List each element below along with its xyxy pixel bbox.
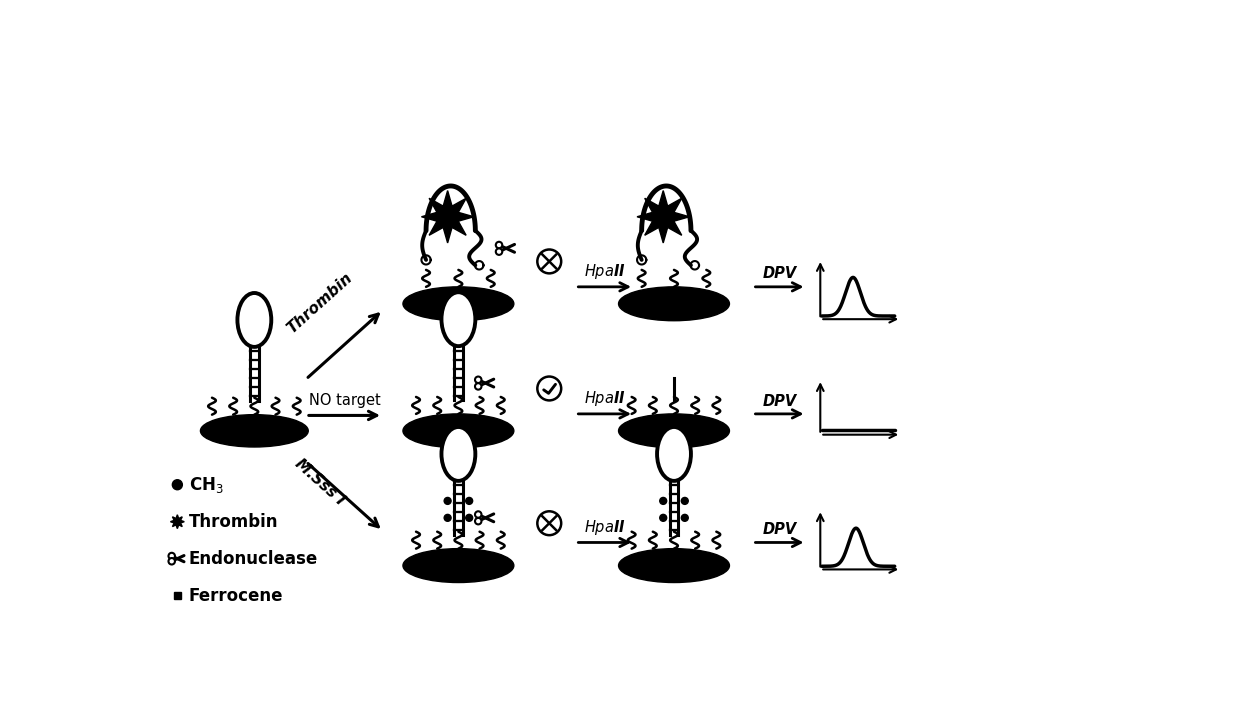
Circle shape [537, 511, 562, 535]
Text: DPV: DPV [763, 393, 796, 409]
Ellipse shape [403, 414, 513, 448]
Circle shape [475, 377, 481, 383]
Ellipse shape [657, 427, 691, 481]
Ellipse shape [237, 293, 272, 347]
Circle shape [681, 497, 688, 505]
Text: $Hpa$II: $Hpa$II [584, 389, 626, 409]
Circle shape [169, 553, 175, 560]
Ellipse shape [201, 414, 309, 447]
Circle shape [466, 497, 472, 505]
Circle shape [660, 514, 667, 521]
Text: NO target: NO target [309, 393, 381, 408]
Ellipse shape [441, 292, 475, 346]
Circle shape [466, 514, 472, 521]
Text: Thrombin: Thrombin [188, 513, 279, 531]
Circle shape [496, 248, 502, 255]
Ellipse shape [619, 414, 729, 448]
Text: Thrombin: Thrombin [284, 270, 356, 336]
Ellipse shape [403, 549, 513, 583]
Circle shape [475, 511, 481, 518]
Circle shape [172, 479, 182, 490]
Circle shape [475, 518, 481, 524]
Ellipse shape [619, 549, 729, 583]
Circle shape [537, 377, 562, 401]
Text: $Hpa$II: $Hpa$II [584, 518, 626, 537]
Circle shape [681, 514, 688, 521]
Bar [174, 592, 181, 599]
Polygon shape [422, 191, 474, 243]
Polygon shape [170, 515, 185, 529]
Text: M.Sss I: M.Sss I [293, 456, 347, 508]
Circle shape [660, 497, 667, 505]
Circle shape [475, 383, 481, 390]
Ellipse shape [619, 287, 729, 321]
Text: DPV: DPV [763, 522, 796, 537]
Circle shape [444, 514, 451, 521]
Text: $Hpa$II: $Hpa$II [584, 263, 626, 282]
Circle shape [496, 242, 502, 248]
Text: Ferrocene: Ferrocene [188, 586, 284, 604]
Polygon shape [637, 191, 689, 243]
Ellipse shape [441, 427, 475, 481]
Text: DPV: DPV [763, 266, 796, 282]
Text: Endonuclease: Endonuclease [188, 549, 319, 567]
Text: CH$_3$: CH$_3$ [188, 475, 223, 495]
Circle shape [444, 497, 451, 505]
Circle shape [169, 558, 175, 565]
Ellipse shape [403, 287, 513, 321]
Circle shape [537, 250, 562, 274]
